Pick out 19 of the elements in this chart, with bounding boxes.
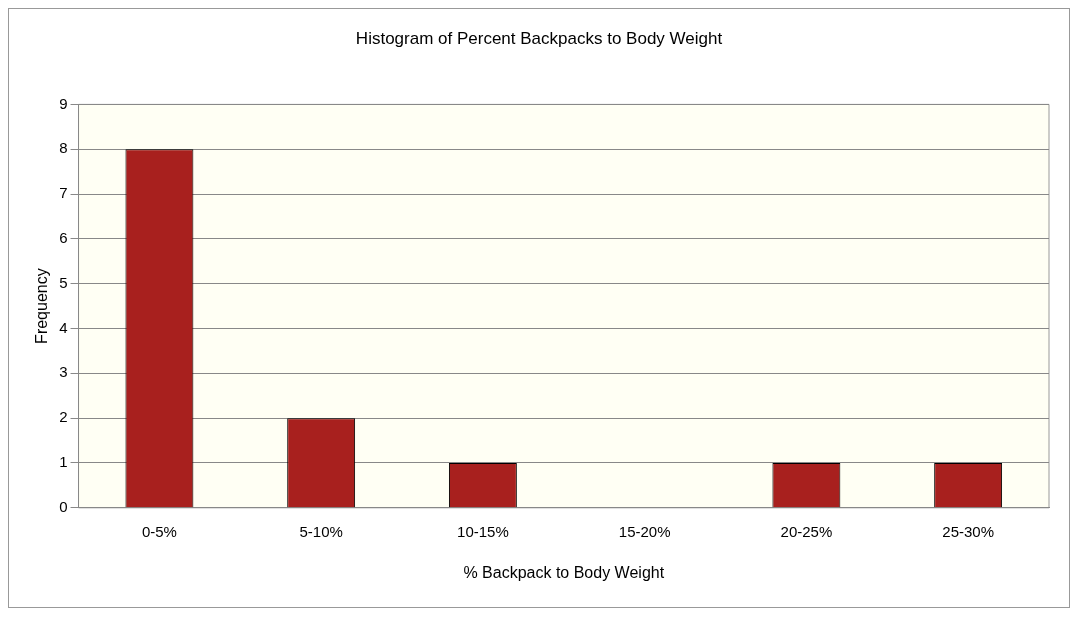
y-tick-label: 0 [59, 497, 68, 515]
y-tick-label: 5 [59, 273, 68, 291]
y-axis-title: Frequency [33, 268, 51, 344]
x-tick-label: 15-20% [618, 522, 671, 540]
x-tick-label: 10-15% [457, 522, 509, 540]
y-tick-label: 6 [59, 229, 68, 247]
y-tick-label: 9 [59, 94, 68, 112]
y-tick-label: 3 [59, 363, 68, 381]
y-tick-label: 4 [59, 318, 68, 336]
x-tick-label: 25-30% [942, 522, 994, 540]
y-tick-label: 1 [59, 453, 68, 471]
chart-title: Histogram of Percent Backpacks to Body Weight [355, 28, 723, 48]
x-tick-label: 5-10% [299, 522, 343, 540]
y-tick-label: 7 [59, 184, 68, 202]
x-tick-label: 20-25% [780, 522, 833, 540]
x-axis-title: % Backpack to Body Weight [463, 563, 665, 581]
x-tick-label: 0-5% [141, 522, 177, 540]
y-tick-label: 2 [59, 408, 68, 426]
y-tick-label: 8 [59, 139, 68, 157]
